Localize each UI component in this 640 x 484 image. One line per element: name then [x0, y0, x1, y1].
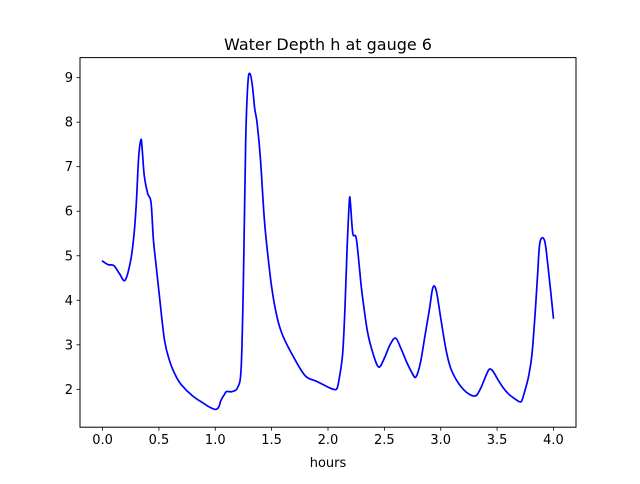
y-tick-label: 6 — [65, 205, 73, 220]
x-tick-label: 3.5 — [487, 433, 508, 448]
y-tick-label: 7 — [65, 160, 73, 175]
x-tick-label: 1.0 — [205, 433, 226, 448]
x-tick-label: 3.0 — [430, 433, 451, 448]
chart-title: Water Depth h at gauge 6 — [224, 35, 432, 54]
x-tick-label: 2.5 — [374, 433, 395, 448]
x-axis-ticks: 0.0 0.5 1.0 1.5 2.0 2.5 3.0 3.5 4.0 — [92, 427, 564, 448]
series-group — [101, 72, 555, 411]
x-tick-label: 0.0 — [92, 433, 113, 448]
y-tick-label: 8 — [65, 116, 73, 131]
y-tick-label: 2 — [65, 383, 73, 398]
plot-frame — [79, 57, 577, 428]
y-tick-label: 9 — [65, 71, 73, 86]
y-tick-label: 5 — [65, 249, 73, 264]
y-tick-label: 3 — [65, 338, 73, 353]
x-tick-label: 0.5 — [149, 433, 170, 448]
x-tick-label: 1.5 — [261, 433, 282, 448]
y-axis-ticks: 2 3 4 5 6 7 8 9 — [65, 71, 80, 398]
x-tick-label: 2.0 — [318, 433, 339, 448]
y-tick-label: 4 — [65, 294, 73, 309]
series-line — [101, 72, 555, 411]
x-axis-label: hours — [310, 456, 347, 471]
x-tick-label: 4.0 — [543, 433, 564, 448]
